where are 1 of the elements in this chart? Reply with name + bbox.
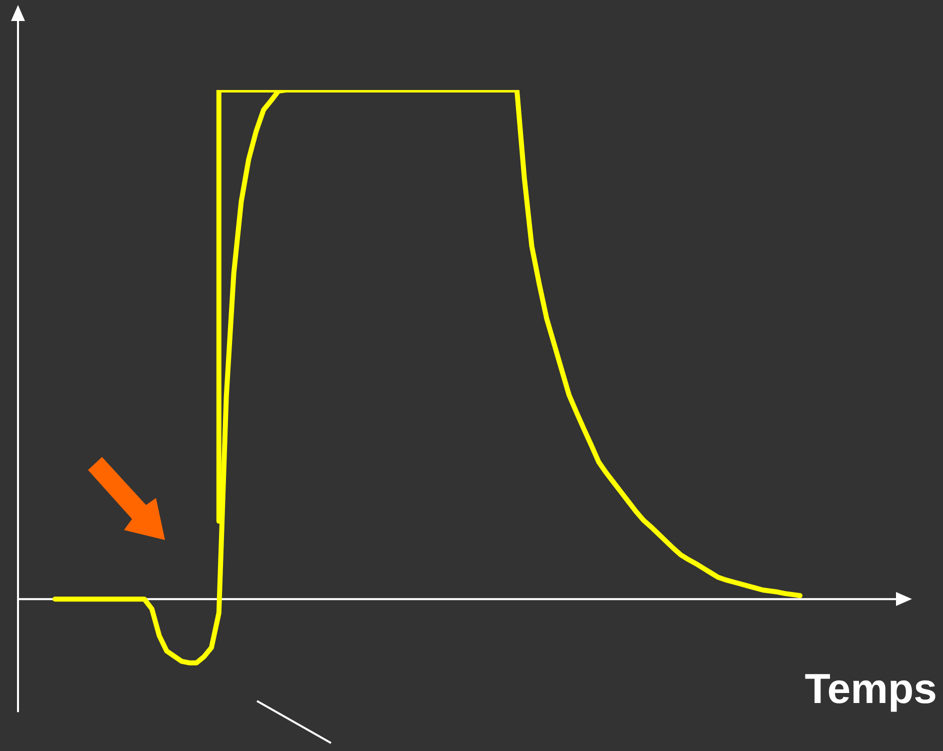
x-axis-title: Temps xyxy=(804,665,937,713)
